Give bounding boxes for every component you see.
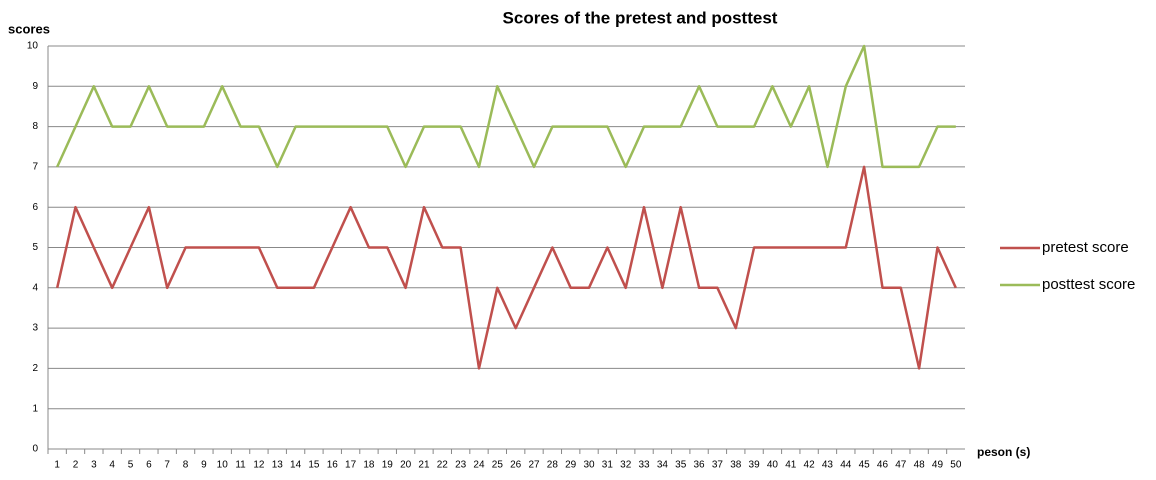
- x-tick-label: 22: [437, 460, 449, 471]
- series-line: [55, 165, 957, 370]
- x-tick-label: 10: [217, 460, 229, 471]
- legend-label: pretest score: [1042, 239, 1129, 256]
- x-tick-label: 44: [840, 460, 852, 471]
- y-tick-label: 4: [32, 282, 38, 293]
- x-tick-label: 30: [583, 460, 595, 471]
- x-tick-label: 48: [914, 460, 926, 471]
- x-tick-label: 37: [712, 460, 724, 471]
- x-tick-label: 7: [164, 460, 170, 471]
- y-tick-label: 6: [32, 202, 38, 213]
- y-tick-label: 10: [27, 41, 39, 52]
- x-tick-label: 21: [418, 460, 430, 471]
- x-tick-label: 31: [602, 460, 614, 471]
- y-tick-label: 2: [32, 363, 38, 374]
- x-tick-label: 13: [272, 460, 284, 471]
- x-tick-label: 26: [510, 460, 522, 471]
- x-tick-label: 8: [183, 460, 189, 471]
- x-tick-label: 38: [730, 460, 742, 471]
- y-tick-label: 7: [32, 162, 38, 173]
- y-tick-label: 9: [32, 81, 38, 92]
- x-tick-label: 19: [382, 460, 394, 471]
- x-tick-label: 1: [54, 460, 60, 471]
- x-tick-label: 15: [308, 460, 320, 471]
- x-tick-label: 16: [327, 460, 339, 471]
- x-tick-label: 28: [547, 460, 559, 471]
- x-tick-label: 5: [128, 460, 134, 471]
- x-tick-label: 14: [290, 460, 302, 471]
- x-tick-label: 3: [91, 460, 97, 471]
- x-tick-label: 32: [620, 460, 632, 471]
- y-tick-label: 0: [32, 444, 38, 455]
- x-tick-label: 2: [73, 460, 79, 471]
- y-tick-label: 8: [32, 121, 38, 132]
- x-tick-label: 6: [146, 460, 152, 471]
- x-tick-label: 35: [675, 460, 687, 471]
- x-tick-label: 47: [895, 460, 907, 471]
- x-tick-label: 50: [950, 460, 962, 471]
- x-tick-label: 17: [345, 460, 357, 471]
- x-axis-label: peson (s): [977, 445, 1030, 459]
- x-tick-label: 41: [785, 460, 797, 471]
- x-tick-label: 36: [694, 460, 706, 471]
- x-tick-label: 11: [235, 460, 246, 471]
- y-tick-label: 5: [32, 242, 38, 253]
- x-tick-label: 49: [932, 460, 944, 471]
- x-tick-label: 40: [767, 460, 779, 471]
- x-tick-label: 42: [804, 460, 816, 471]
- x-tick-label: 12: [253, 460, 265, 471]
- x-tick-label: 23: [455, 460, 467, 471]
- chart-title: Scores of the pretest and posttest: [503, 8, 778, 27]
- x-tick-label: 39: [749, 460, 761, 471]
- x-tick-label: 34: [657, 460, 669, 471]
- x-tick-label: 20: [400, 460, 412, 471]
- x-tick-label: 18: [363, 460, 375, 471]
- y-tick-label: 3: [32, 323, 38, 334]
- legend-label: posttest score: [1042, 276, 1135, 293]
- x-tick-label: 46: [877, 460, 889, 471]
- x-tick-label: 29: [565, 460, 577, 471]
- x-tick-label: 25: [492, 460, 504, 471]
- x-tick-label: 43: [822, 460, 834, 471]
- x-tick-label: 27: [528, 460, 540, 471]
- x-tick-label: 4: [109, 460, 115, 471]
- x-tick-label: 9: [201, 460, 207, 471]
- x-tick-label: 33: [638, 460, 650, 471]
- x-tick-label: 45: [859, 460, 871, 471]
- y-tick-label: 1: [32, 403, 38, 414]
- x-tick-label: 24: [473, 460, 485, 471]
- series-line: [56, 44, 956, 169]
- y-axis-label: scores: [8, 21, 50, 36]
